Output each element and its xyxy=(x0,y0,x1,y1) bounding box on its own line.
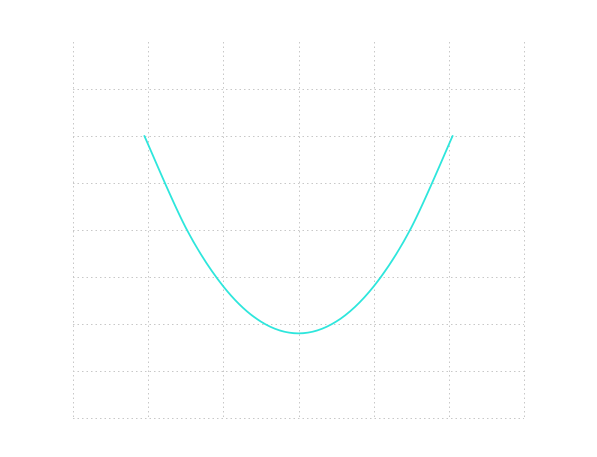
grid xyxy=(73,42,525,419)
series-layer xyxy=(143,135,454,335)
series-line-0 xyxy=(143,135,454,335)
